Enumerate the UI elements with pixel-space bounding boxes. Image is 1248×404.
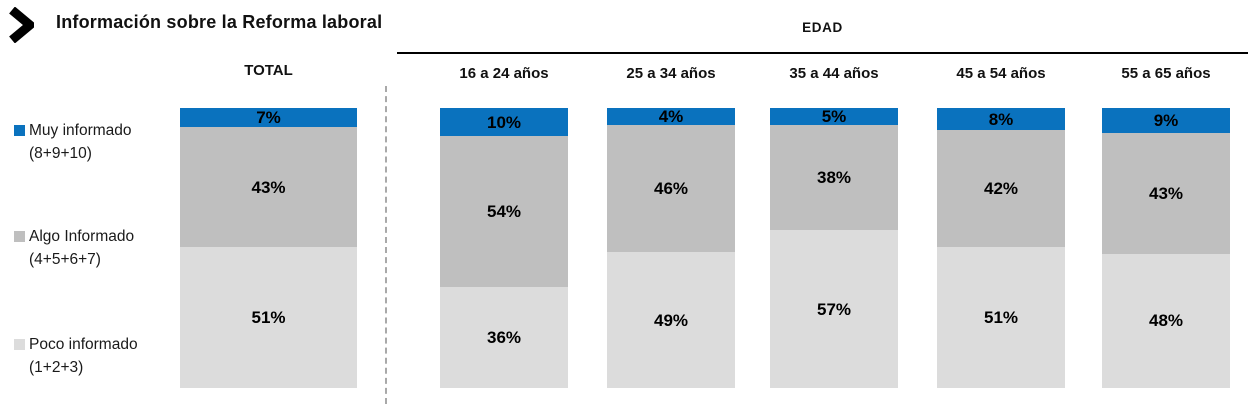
group-header-edad: EDAD [802,20,843,35]
legend-label: Poco informado [29,336,138,353]
bar-segment-muy-informado-8-9-10-35-a-44-a-os: 5% [770,108,898,125]
segment-value-label: 38% [816,168,852,188]
chart-title: Información sobre la Reforma laboral [56,12,383,32]
legend-swatch-icon [14,231,25,242]
legend-sublabel: (4+5+6+7) [29,251,101,268]
segment-value-label: 49% [653,310,689,330]
bar-segment-algo-informado-4-5-6-7-total: 43% [180,127,357,247]
bar-segment-muy-informado-8-9-10-total: 7% [180,108,357,128]
column-header-35-a-44-a-os: 35 a 44 años [789,65,879,82]
segment-value-label: 57% [816,299,852,319]
legend-item-poco-informado: Poco informado (1+2+3) [14,333,179,379]
segment-value-label: 48% [1148,311,1184,331]
segment-value-label: 43% [251,177,286,197]
bar-segment-algo-informado-4-5-6-7-55-a-65-a-os: 43% [1102,133,1230,254]
legend-sublabel: (1+2+3) [29,359,84,376]
bar-25-a-34-a-os: 4% 46% 49% [607,108,735,388]
bar-segment-poco-informado-1-2-3-45-a-54-a-os: 51% [937,246,1065,388]
segment-value-label: 7% [256,108,281,128]
column-header-25-a-34-a-os: 25 a 34 años [626,65,716,82]
column-header-45-a-54-a-os: 45 a 54 años [956,65,1046,82]
column-header-total: TOTAL [244,62,293,79]
bar-segment-muy-informado-8-9-10-16-a-24-a-os: 10% [440,108,568,136]
bar-segment-algo-informado-4-5-6-7-16-a-24-a-os: 54% [440,136,568,288]
legend-sublabel: (8+9+10) [29,145,92,162]
legend-item-algo-informado: Algo Informado (4+5+6+7) [14,225,179,271]
column-header-16-a-24-a-os: 16 a 24 años [459,65,549,82]
bar-35-a-44-a-os: 5% 38% 57% [770,108,898,388]
bar-segment-poco-informado-1-2-3-total: 51% [180,246,357,388]
legend-swatch-icon [14,125,25,136]
column-header-55-a-65-a-os: 55 a 65 años [1121,65,1211,82]
segment-value-label: 4% [658,107,684,126]
segment-value-label: 5% [821,107,847,126]
chevron-right-icon [8,6,38,48]
bar-segment-muy-informado-8-9-10-25-a-34-a-os: 4% [607,108,735,125]
bar-total: 7% 43% 51% [180,108,357,388]
bar-segment-poco-informado-1-2-3-55-a-65-a-os: 48% [1102,253,1230,389]
segment-value-label: 51% [251,307,286,327]
bar-segment-poco-informado-1-2-3-35-a-44-a-os: 57% [770,230,898,388]
legend-label: Muy informado [29,122,132,139]
bar-45-a-54-a-os: 8% 42% 51% [937,108,1065,388]
segment-value-label: 36% [486,328,522,348]
bar-segment-poco-informado-1-2-3-25-a-34-a-os: 49% [607,252,735,388]
legend-item-muy-informado: Muy informado (8+9+10) [14,119,179,165]
segment-value-label: 54% [486,202,522,222]
bar-segment-algo-informado-4-5-6-7-25-a-34-a-os: 46% [607,125,735,253]
segment-value-label: 42% [983,178,1019,198]
segment-value-label: 43% [1148,183,1184,203]
segment-value-label: 51% [983,307,1019,327]
segment-value-label: 9% [1153,111,1179,131]
group-header-underline [397,52,1248,54]
bar-55-a-65-a-os: 9% 43% 48% [1102,108,1230,389]
segment-value-label: 8% [988,109,1014,129]
segment-value-label: 46% [653,179,689,199]
bar-segment-muy-informado-8-9-10-45-a-54-a-os: 8% [937,108,1065,131]
bar-16-a-24-a-os: 10% 54% 36% [440,108,568,388]
segment-value-label: 10% [486,112,522,132]
legend-swatch-icon [14,339,25,350]
total-separator-line [385,86,387,404]
bar-segment-poco-informado-1-2-3-16-a-24-a-os: 36% [440,287,568,388]
bar-segment-algo-informado-4-5-6-7-35-a-44-a-os: 38% [770,125,898,231]
legend-label: Algo Informado [29,228,135,245]
bar-segment-muy-informado-8-9-10-55-a-65-a-os: 9% [1102,108,1230,134]
bar-segment-algo-informado-4-5-6-7-45-a-54-a-os: 42% [937,130,1065,247]
